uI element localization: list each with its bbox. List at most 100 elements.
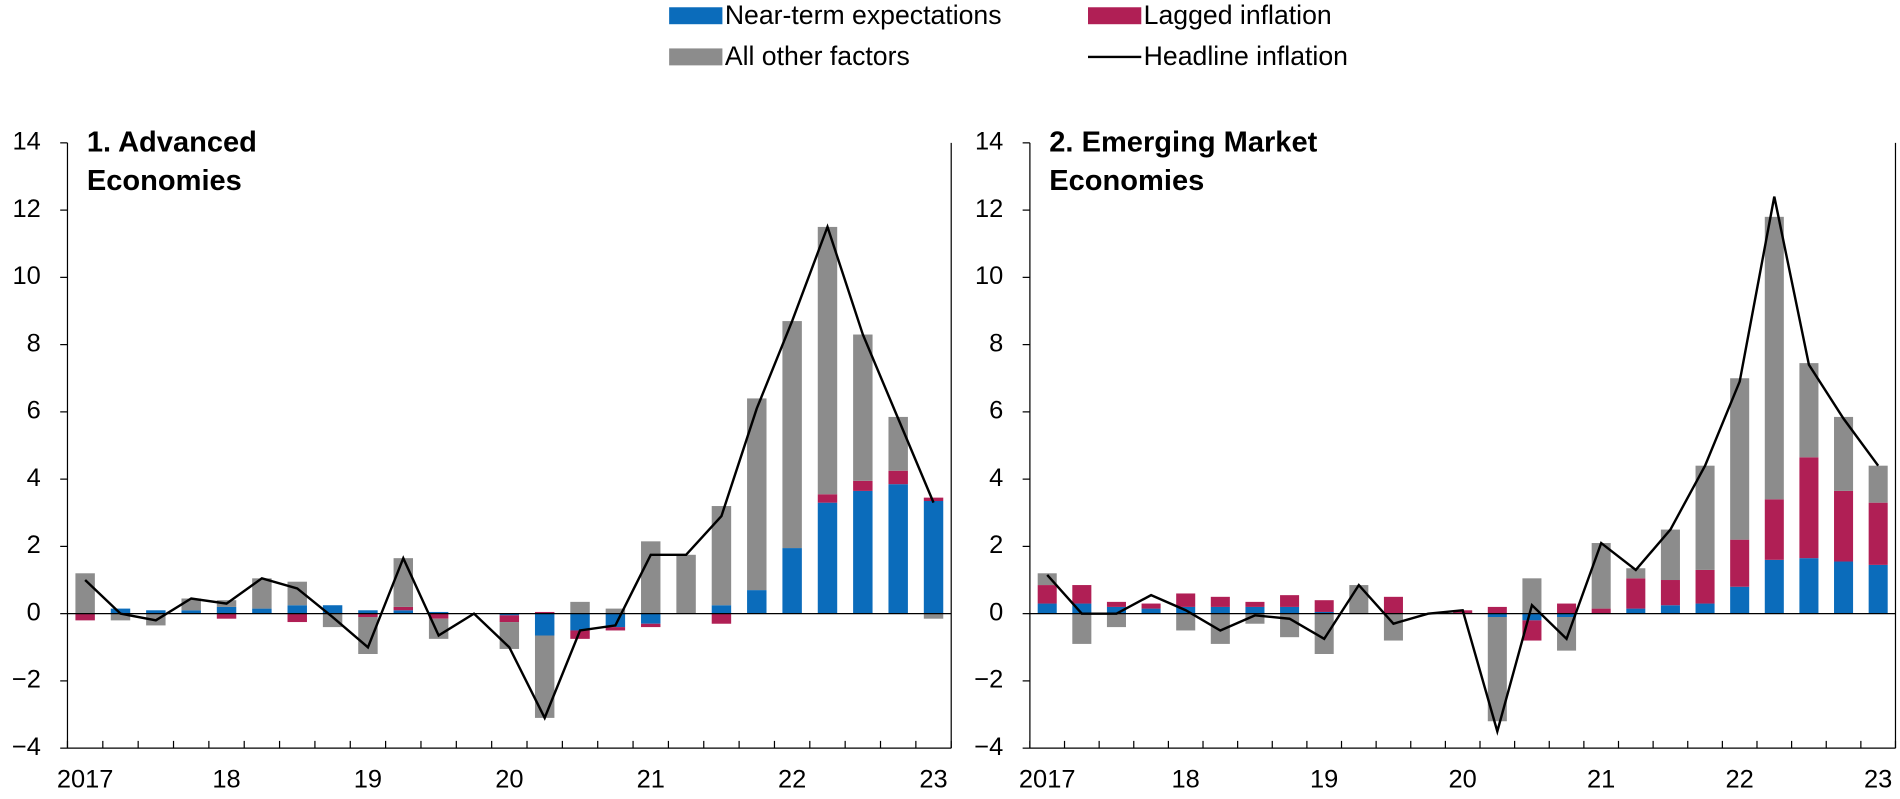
y-tick-label: 4	[989, 464, 1003, 492]
bar	[1591, 543, 1611, 609]
bar	[1210, 596, 1230, 607]
bar	[570, 613, 590, 631]
bar	[181, 598, 201, 611]
x-tick-label: 21	[637, 766, 665, 794]
bar	[747, 590, 767, 614]
bar	[393, 610, 414, 614]
bar	[782, 548, 802, 614]
legend-label: All other factors	[725, 41, 910, 71]
bar	[1280, 595, 1300, 607]
bar	[1557, 613, 1577, 618]
bar	[287, 605, 307, 614]
bar	[923, 500, 944, 614]
bar	[711, 605, 732, 614]
bar	[641, 613, 661, 624]
bar	[1072, 585, 1092, 604]
bar	[393, 558, 414, 607]
bar	[1626, 568, 1646, 579]
bar	[605, 627, 626, 631]
bar	[888, 416, 908, 471]
bar	[1106, 606, 1126, 614]
bar	[75, 613, 95, 621]
bar	[888, 470, 908, 485]
y-tick-label: 8	[27, 329, 41, 357]
legend-label: Near-term expectations	[725, 0, 1002, 30]
bar	[252, 578, 272, 609]
bar	[322, 613, 343, 628]
bar	[923, 497, 944, 501]
y-tick-label: 0	[27, 598, 41, 626]
bar	[1072, 613, 1092, 644]
y-tick-label: −4	[12, 733, 41, 761]
bar	[641, 541, 661, 614]
bar	[1037, 573, 1057, 586]
y-tick-label: 4	[27, 464, 41, 492]
bar	[1626, 578, 1646, 609]
bar	[499, 615, 520, 623]
bar	[570, 601, 590, 614]
y-tick-label: 10	[13, 262, 41, 290]
bar	[358, 617, 378, 654]
bar	[1106, 601, 1126, 607]
legend-label: Headline inflation	[1144, 41, 1348, 71]
bar	[1106, 613, 1126, 628]
legend-label: Lagged inflation	[1144, 0, 1332, 30]
line	[1046, 196, 1880, 736]
bar	[1591, 608, 1611, 614]
bar	[534, 611, 555, 614]
bar	[817, 502, 838, 614]
bar	[817, 226, 838, 495]
legend-swatch	[669, 48, 723, 66]
bar	[1730, 539, 1750, 587]
bar	[1522, 613, 1542, 621]
bar	[1660, 580, 1680, 606]
x-tick-label: 23	[1864, 766, 1892, 794]
bar	[1730, 378, 1750, 540]
panel: −4 −2 0 2 4 6 8 10 12 14 2017 18 19 20 21 22 23 1. Advanc…	[12, 126, 952, 794]
y-tick-label: 2	[989, 531, 1003, 559]
bar	[534, 613, 555, 636]
bar	[817, 494, 838, 503]
legend-swatch	[1088, 7, 1142, 25]
bar	[1799, 457, 1819, 559]
bar	[1245, 613, 1265, 624]
bar	[1245, 606, 1265, 614]
bar	[711, 506, 732, 606]
x-tick-label: 19	[1310, 766, 1338, 794]
bar	[358, 610, 378, 614]
bar	[1210, 613, 1230, 644]
bar	[853, 490, 873, 614]
bar	[1522, 578, 1542, 614]
line	[84, 223, 935, 721]
bar	[605, 608, 626, 614]
bar	[499, 613, 520, 616]
bar	[1487, 613, 1507, 618]
bar	[676, 554, 696, 614]
bar	[1245, 601, 1265, 607]
bar	[1834, 416, 1854, 491]
bar	[499, 622, 520, 649]
bar	[1660, 529, 1680, 581]
bar	[1764, 499, 1784, 560]
bar	[747, 398, 767, 591]
bar	[146, 610, 166, 614]
bar	[1383, 613, 1403, 641]
bar	[1834, 490, 1854, 562]
bar	[1314, 600, 1334, 612]
bar	[641, 623, 661, 628]
x-tick-label: 2017	[57, 766, 114, 794]
bar	[216, 606, 237, 614]
bar	[1210, 606, 1230, 614]
bar	[75, 573, 95, 614]
bar	[1695, 569, 1715, 604]
bar	[853, 334, 873, 481]
bar	[570, 630, 590, 639]
bar	[1730, 586, 1750, 614]
bar	[782, 321, 802, 549]
bar	[1037, 585, 1057, 604]
y-tick-label: 12	[975, 195, 1003, 223]
x-tick-label: 22	[1726, 766, 1754, 794]
y-tick-label: −2	[12, 666, 41, 694]
